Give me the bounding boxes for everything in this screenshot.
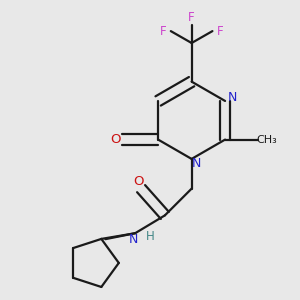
Text: F: F [160,25,167,38]
Text: H: H [146,230,154,243]
Text: N: N [191,157,201,170]
Text: N: N [129,233,138,246]
Text: O: O [110,133,120,146]
Text: N: N [228,92,237,104]
Text: F: F [188,11,195,24]
Text: F: F [217,25,223,38]
Text: O: O [133,175,143,188]
Text: CH₃: CH₃ [256,135,277,145]
